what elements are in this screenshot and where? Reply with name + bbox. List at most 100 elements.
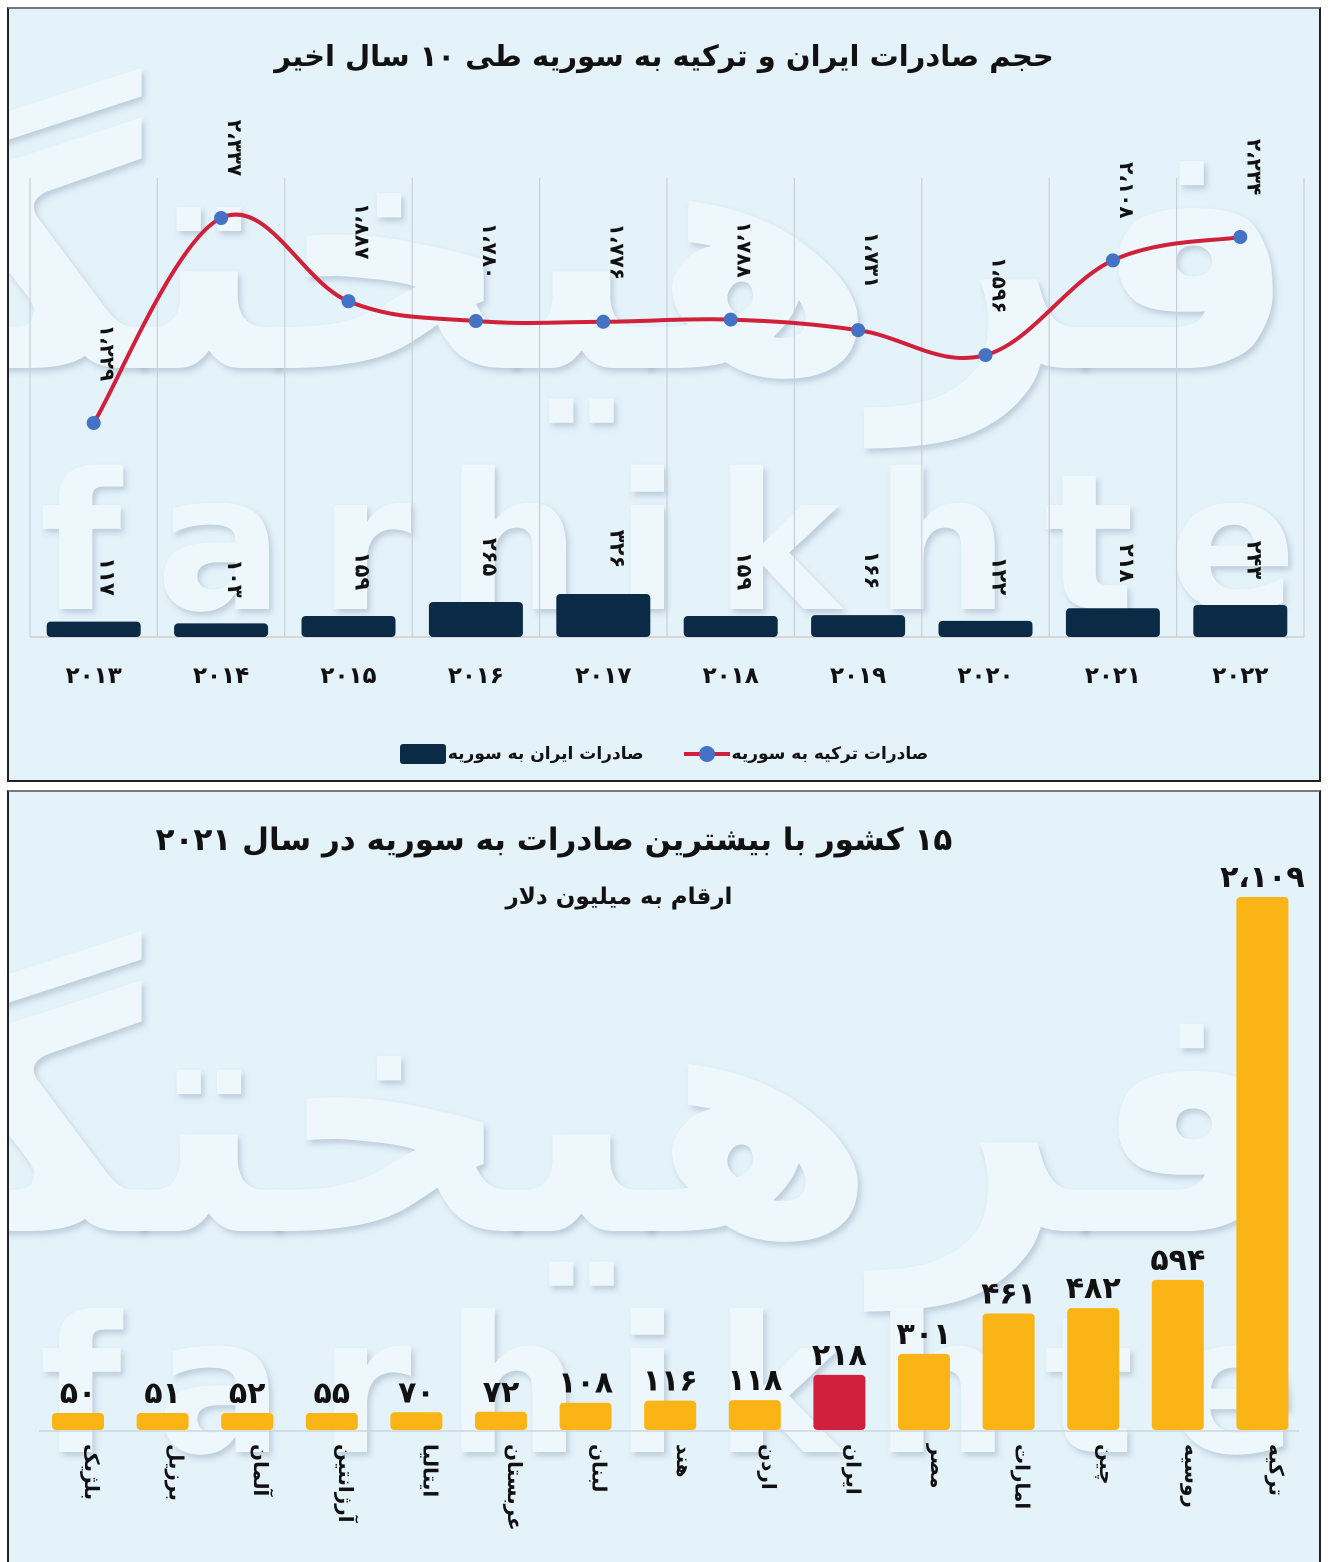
- country-label: ایران: [841, 1444, 865, 1495]
- bar-value-label: ۳۲۶: [605, 530, 629, 568]
- line-data-point: [468, 314, 483, 329]
- country-bar: [559, 1402, 612, 1430]
- bar-value-label: ۱۲۲: [988, 557, 1012, 596]
- country-bar-chart: ۵۰ بلژیک ۵۱ برزیل ۵۲ آلمان ۵۵ آرژانتین ۷۰ ایتالیا…: [39, 860, 1305, 1531]
- country-bar: [136, 1413, 189, 1430]
- bar-value-label: ۴۶۱: [981, 1276, 1036, 1311]
- line-data-point: [851, 323, 866, 338]
- iran-export-bar: [811, 615, 906, 637]
- country-label: روسیه: [1180, 1444, 1204, 1508]
- bar-value-label: ۳۰۱: [897, 1317, 952, 1352]
- turkey-export-line: [92, 212, 1241, 425]
- country-bar: [898, 1353, 950, 1430]
- bar-value-label: ۲۴۳: [1242, 541, 1266, 580]
- country-label: عربستان: [503, 1444, 527, 1531]
- bar-value-label: ۱۱۸: [727, 1363, 782, 1398]
- country-bar: [644, 1400, 697, 1430]
- country-bar: [475, 1411, 527, 1430]
- iran-export-bar: [1065, 608, 1160, 637]
- line-data-point: [723, 312, 738, 327]
- bar-value-label: ۱۵۹: [351, 552, 375, 591]
- top-exporters-chart-panel: فرهیختگان farhikhtegan ۱۵ کشور با بیشتری…: [7, 790, 1321, 1562]
- country-bar: [52, 1413, 104, 1430]
- line-value-label: ۱،۷۷۶: [605, 224, 629, 280]
- line-value-label: ۲،۳۳۷: [223, 120, 247, 176]
- country-label: چین: [1094, 1444, 1119, 1485]
- x-axis-label: ۲۰۱۵: [320, 663, 376, 689]
- x-axis-label: ۲۰۲۲: [1212, 663, 1268, 689]
- turkey-iran-exports-chart-panel: فرهیختگان farhikhtegan حجم صادرات ایران …: [7, 7, 1321, 782]
- country-label: آرژانتین: [334, 1444, 359, 1524]
- country-label: برزیل: [165, 1444, 189, 1501]
- chart-subtitle: ارقام به میلیون دلار: [505, 884, 733, 910]
- chart-title: حجم صادرات ایران و ترکیه به سوریه طی ۱۰ …: [274, 39, 1054, 73]
- bar-swatch-icon: [399, 744, 446, 764]
- x-axis-label: ۲۰۲۰: [957, 663, 1013, 689]
- bar-value-label: ۲،۱۰۹: [1220, 860, 1305, 895]
- line-value-label: ۱،۸۸۷: [351, 203, 375, 259]
- bar-value-label: ۱۰۸: [558, 1366, 613, 1401]
- iran-export-bar: [556, 594, 651, 637]
- line-data-point: [978, 348, 993, 363]
- iran-highlight-bar: [813, 1374, 866, 1430]
- legend-item-turkey: صادرات ترکیه به سوریه: [683, 744, 929, 764]
- x-axis-label: ۲۰۲۱: [1085, 663, 1141, 689]
- bar-value-label: ۵۹۴: [1150, 1243, 1205, 1278]
- iran-export-bar: [683, 616, 778, 637]
- line-value-label: ۲،۱۰۸: [1115, 162, 1139, 218]
- line-value-label: ۱،۷۸۰: [478, 223, 502, 279]
- line-marker-icon: [683, 746, 730, 762]
- bar-value-label: ۱۰۳: [223, 559, 247, 598]
- country-label: ترکیه: [1264, 1444, 1288, 1496]
- country-bar: [1151, 1279, 1204, 1430]
- country-bar: [982, 1313, 1035, 1430]
- chart-title: ۱۵ کشور با بیشترین صادرات به سوریه در سا…: [155, 822, 953, 858]
- x-axis-label: ۲۰۱۷: [575, 663, 631, 689]
- legend-item-iran: صادرات ایران به سوریه: [399, 744, 644, 764]
- line-data-point: [1105, 253, 1120, 268]
- bar-value-label: ۷۲: [483, 1375, 520, 1410]
- bar-value-label: ۱۱۷: [96, 557, 120, 596]
- legend-label-turkey: صادرات ترکیه به سوریه: [731, 744, 929, 764]
- x-axis-label: ۲۰۱۶: [448, 663, 504, 689]
- bar-value-label: ۱۶۶: [860, 551, 884, 589]
- line-value-label: ۱،۵۹۶: [988, 257, 1012, 313]
- bar-value-label: ۴۸۲: [1066, 1271, 1121, 1306]
- chart-legend: صادرات ترکیه به سوریه صادرات ایران به سو…: [9, 744, 1319, 764]
- country-bar: [221, 1413, 274, 1430]
- iran-export-bar: [1193, 604, 1288, 637]
- country-bar: [1067, 1308, 1120, 1430]
- line-data-point: [341, 294, 356, 309]
- bar-value-label: ۵۱: [144, 1376, 181, 1411]
- line-value-label: ۱،۷۸۸: [733, 221, 757, 277]
- line-data-point: [596, 314, 611, 329]
- bar-value-label: ۲۶۵: [478, 538, 502, 577]
- country-bar: [1236, 897, 1289, 1430]
- line-data-point: [214, 211, 229, 225]
- country-label: ایتالیا: [418, 1444, 442, 1497]
- bar-value-label: ۵۰: [60, 1376, 97, 1411]
- line-data-point: [1233, 230, 1248, 245]
- bar-value-label: ۵۲: [229, 1376, 266, 1411]
- country-bar: [390, 1412, 443, 1430]
- country-label: اردن: [757, 1444, 781, 1490]
- country-label: مصر: [926, 1443, 950, 1489]
- x-axis-label: ۲۰۱۹: [830, 663, 886, 689]
- x-axis-label: ۲۰۱۴: [193, 663, 249, 689]
- line-value-label: ۱،۷۳۱: [860, 232, 884, 288]
- line-bar-chart: ۱۱۷ ۱۰۳ ۱۵۹ ۲۶۵ ۳۲۶ ۱۵۹ ۱۶۶ ۱۲۲ ۲۱۸ ۲۴۳ ۲۰۱۳ ۲۰۱۴ ۲۰…: [29, 120, 1305, 689]
- country-label: لبنان: [588, 1444, 612, 1492]
- legend-label-iran: صادرات ایران به سوریه: [447, 744, 644, 764]
- x-axis-label: ۲۰۱۳: [66, 663, 122, 689]
- x-axis-label: ۲۰۱۸: [703, 663, 759, 689]
- line-value-label: ۱،۲۲۹: [96, 325, 120, 381]
- iran-export-bar: [174, 623, 269, 637]
- bar-value-label: ۵۵: [313, 1376, 350, 1411]
- bar-value-label: ۲۱۸: [812, 1338, 867, 1373]
- bar-value-label: ۷۰: [398, 1375, 435, 1410]
- line-value-label: ۲،۲۳۴: [1242, 139, 1266, 195]
- country-label: هند: [672, 1444, 696, 1478]
- iran-export-bar: [46, 621, 141, 637]
- country-label: بلژیک: [80, 1444, 104, 1500]
- country-label: امارات: [1011, 1444, 1035, 1509]
